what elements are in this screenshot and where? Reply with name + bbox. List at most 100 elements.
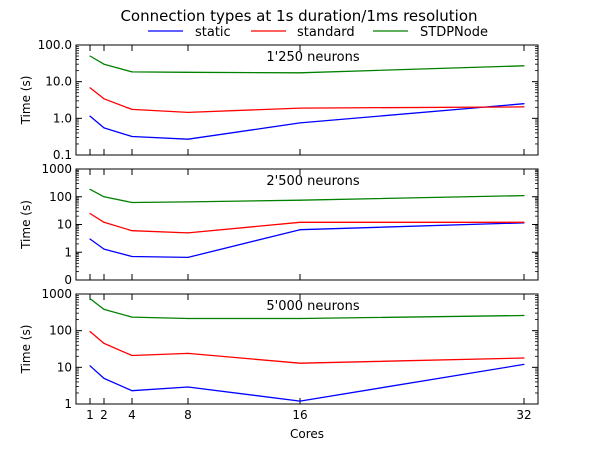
y-axis-label: Time (s) <box>19 200 33 250</box>
y-tick-label: 1.0 <box>53 111 72 125</box>
data-point-stdpnode <box>103 63 105 65</box>
data-point-standard <box>103 98 105 100</box>
data-point-standard <box>299 221 301 223</box>
data-point-stdpnode <box>299 199 301 201</box>
data-point-stdpnode <box>299 317 301 320</box>
subplot-1: 0.1 1.0 10.0 100.0 Time (s) 1'250 neurons <box>19 38 539 162</box>
series-line-stdpnode <box>89 298 525 320</box>
y-tick-label: 1000 <box>41 162 72 176</box>
data-point-stdpnode <box>131 201 133 204</box>
y-tick-label: 10 <box>57 218 72 232</box>
series-line-stdpnode <box>89 55 525 74</box>
data-point-static <box>131 255 133 258</box>
y-tick-label: 0 <box>64 273 72 287</box>
series-line-standard <box>89 331 525 364</box>
data-point-standard <box>131 108 133 111</box>
data-point-stdpnode <box>187 71 189 73</box>
series-line-standard <box>89 87 525 114</box>
x-tick-label: 8 <box>184 408 192 422</box>
x-tick-label: 16 <box>292 408 307 422</box>
data-point-stdpnode <box>131 71 133 73</box>
data-point-standard <box>523 221 525 223</box>
data-point-static <box>103 127 105 129</box>
data-point-standard <box>89 212 91 215</box>
data-point-standard <box>523 357 525 359</box>
data-point-stdpnode <box>89 297 91 300</box>
data-point-standard <box>103 342 105 344</box>
y-tick-label: 100.0 <box>38 38 72 52</box>
y-tick-label: 10.0 <box>45 75 72 89</box>
data-point-standard <box>131 354 133 357</box>
y-axis-label: Time (s) <box>19 325 33 375</box>
data-point-stdpnode <box>299 72 301 74</box>
data-point-standard <box>187 232 189 234</box>
x-axis-label: Cores <box>290 427 324 441</box>
series-line-standard <box>89 212 524 234</box>
y-tick-label: 1 <box>64 245 72 259</box>
y-tick-label: 10 <box>57 360 72 374</box>
x-tick-label: 32 <box>516 408 531 422</box>
data-point-static <box>187 386 189 388</box>
data-point-standard <box>103 221 105 223</box>
y-tick-label: 100 <box>49 190 72 204</box>
x-tick-label: 4 <box>128 408 136 422</box>
data-point-static <box>131 135 133 138</box>
series-line-static <box>89 363 525 402</box>
data-point-static <box>103 377 105 379</box>
x-tick-label: 1 <box>86 408 94 422</box>
y-tick-label: 100 <box>49 324 72 338</box>
subplot-2: 0 1 10 100 1000 Time (s) 2'500 neurons <box>19 162 539 287</box>
series-line-static <box>89 103 525 140</box>
data-point-stdpnode <box>103 196 105 198</box>
data-point-static <box>89 365 91 367</box>
y-tick-label: 1000 <box>41 287 72 301</box>
data-point-stdpnode <box>523 314 525 317</box>
data-point-stdpnode <box>89 188 91 190</box>
legend-label-standard: standard <box>297 25 355 40</box>
series-line-static <box>89 222 525 259</box>
legend-label-static: static <box>195 25 231 40</box>
data-point-static <box>187 138 189 140</box>
data-point-stdpnode <box>187 201 189 203</box>
data-point-standard <box>89 87 91 89</box>
data-point-static <box>131 390 133 392</box>
data-point-static <box>523 103 525 105</box>
data-point-static <box>523 363 525 366</box>
y-axis-label: Time (s) <box>19 76 33 126</box>
legend: static standard STDPNode <box>148 25 488 40</box>
data-point-static <box>103 248 105 250</box>
subplot-annotation: 2'500 neurons <box>266 174 360 189</box>
data-point-standard <box>131 230 133 232</box>
data-point-standard <box>187 352 189 354</box>
subplot-annotation: 1'250 neurons <box>266 50 360 65</box>
y-tick-label: 1 <box>64 397 72 411</box>
data-point-standard <box>299 107 301 109</box>
data-point-stdpnode <box>131 316 133 318</box>
axes-frame <box>75 44 539 156</box>
data-point-stdpnode <box>89 55 91 57</box>
data-point-stdpnode <box>103 308 105 311</box>
data-point-static <box>299 400 301 402</box>
data-point-stdpnode <box>523 65 525 67</box>
data-point-static <box>89 115 91 117</box>
data-point-standard <box>299 362 301 364</box>
chart-title: Connection types at 1s duration/1ms reso… <box>120 7 477 25</box>
data-point-static <box>299 229 301 231</box>
data-point-standard <box>523 106 525 108</box>
data-point-static <box>89 238 91 240</box>
data-point-standard <box>89 330 91 333</box>
data-point-static <box>299 122 301 124</box>
data-point-static <box>187 256 189 259</box>
subplot-annotation: 5'000 neurons <box>266 299 360 314</box>
data-point-standard <box>187 111 189 114</box>
axes-frame <box>75 293 539 405</box>
data-point-stdpnode <box>523 195 525 197</box>
data-point-stdpnode <box>187 317 189 320</box>
series-line-stdpnode <box>89 188 525 204</box>
legend-label-stdpnode: STDPNode <box>420 25 488 40</box>
x-tick-label: 2 <box>100 408 108 422</box>
y-tick-label: 0.1 <box>53 148 72 162</box>
